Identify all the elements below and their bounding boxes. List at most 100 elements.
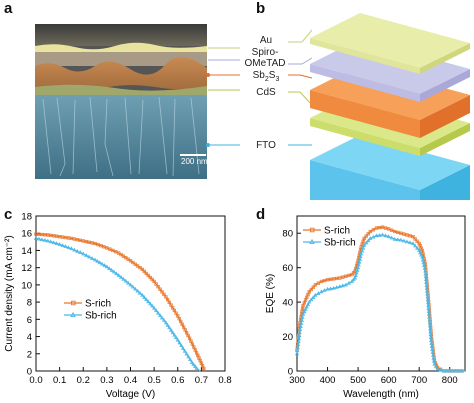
data-point-d-1	[389, 235, 394, 240]
data-point-c-0	[152, 279, 156, 284]
data-point-c-1	[150, 303, 155, 308]
data-point-c-0	[133, 262, 137, 266]
data-point-d-1	[410, 241, 416, 246]
data-point-c-1	[57, 242, 62, 246]
data-point-c-0	[105, 246, 109, 250]
data-point-d-1	[422, 266, 427, 270]
x-tick-label-d-0: 300	[289, 375, 305, 386]
data-point-c-0	[72, 237, 77, 241]
data-point-c-1	[192, 364, 198, 368]
data-point-c-1	[69, 246, 74, 251]
data-point-d-1	[441, 368, 446, 373]
data-point-c-1	[114, 271, 119, 276]
layer-front-au	[310, 38, 420, 74]
data-point-d-1	[453, 368, 458, 373]
data-point-d-1	[431, 355, 436, 360]
data-point-c-0	[93, 241, 97, 246]
data-point-d-1	[331, 286, 336, 290]
data-point-c-0	[90, 241, 94, 245]
y-tick-label-d-1: 20	[282, 332, 293, 343]
x-tick-label-d-1: 400	[320, 375, 336, 386]
x-tick-label-d-5: 800	[442, 375, 458, 386]
data-point-d-1	[303, 307, 308, 311]
data-point-d-1	[429, 344, 434, 348]
layer-label-fto: FTO	[256, 140, 276, 151]
data-point-d-0	[335, 276, 339, 281]
data-point-c-0	[43, 233, 47, 237]
data-point-d-1	[357, 257, 363, 261]
data-point-d-0	[371, 228, 376, 232]
data-point-d-1	[294, 351, 300, 356]
x-tick-label-c-3: 0.3	[100, 375, 113, 386]
data-point-d-0	[313, 283, 317, 287]
data-point-c-0	[165, 298, 170, 302]
data-point-c-1	[48, 239, 53, 244]
data-point-c-1	[170, 330, 175, 335]
data-point-d-1	[450, 368, 455, 373]
data-point-d-1	[296, 339, 301, 344]
data-point-d-0	[309, 287, 313, 292]
data-point-c-1	[152, 305, 157, 310]
data-point-c-1	[42, 238, 47, 242]
y-tick-label-c-4: 8	[27, 298, 32, 309]
data-point-d-1	[366, 238, 371, 243]
data-point-d-1	[343, 282, 348, 287]
data-point-c-0	[160, 290, 164, 294]
data-point-d-0	[368, 229, 372, 234]
data-point-c-1	[63, 244, 68, 249]
panel-letter-c: c	[4, 206, 13, 223]
data-point-d-1	[295, 345, 300, 350]
data-point-c-1	[140, 292, 145, 297]
data-point-d-1	[398, 237, 403, 242]
x-tick-label-c-0: 0.0	[29, 375, 42, 386]
data-point-c-1	[45, 238, 50, 243]
legend-marker-c-1	[70, 311, 76, 318]
data-point-d-1	[337, 284, 342, 289]
data-point-c-0	[131, 260, 135, 265]
data-point-d-1	[316, 291, 321, 295]
data-point-d-1	[444, 368, 449, 373]
y-tick-label-c-3: 6	[27, 315, 32, 326]
data-point-c-1	[102, 263, 107, 267]
y-tick-label-c-0: 0	[27, 367, 32, 378]
data-point-c-1	[92, 257, 98, 262]
data-point-d-0	[347, 273, 351, 278]
data-point-d-1	[319, 289, 324, 294]
data-point-c-1	[191, 362, 196, 366]
data-point-d-0	[393, 229, 397, 234]
data-point-d-1	[360, 248, 365, 253]
data-point-d-1	[301, 311, 306, 316]
data-point-d-1	[298, 324, 303, 329]
data-point-c-0	[146, 273, 150, 278]
data-point-d-1	[296, 342, 301, 347]
data-point-d-0	[338, 276, 342, 280]
legend-marker-d-1	[309, 238, 315, 245]
data-point-d-1	[392, 236, 397, 241]
data-point-d-1	[361, 245, 366, 250]
data-point-d-1	[295, 348, 300, 353]
data-point-c-0	[202, 366, 206, 371]
data-point-c-1	[168, 327, 174, 332]
legend-label-d-1: Sb-rich	[324, 238, 356, 249]
data-point-c-1	[104, 264, 109, 269]
data-point-d-1	[420, 257, 425, 262]
data-point-c-0	[142, 269, 146, 274]
data-point-c-1	[87, 254, 92, 259]
data-point-d-0	[311, 285, 315, 289]
data-point-d-0	[374, 226, 379, 230]
data-point-d-1	[459, 368, 465, 373]
data-point-c-0	[150, 277, 154, 282]
data-point-c-1	[161, 318, 167, 322]
data-point-d-1	[297, 327, 303, 332]
x-tick-label-d-4: 700	[411, 375, 427, 386]
data-point-d-0	[328, 277, 333, 281]
data-point-c-0	[148, 275, 152, 280]
plot-frame-d	[296, 215, 466, 372]
data-point-d-1	[340, 283, 345, 288]
data-point-c-1	[33, 236, 39, 240]
data-point-c-1	[186, 354, 191, 359]
data-point-c-0	[60, 235, 65, 239]
data-point-d-0	[383, 226, 388, 230]
data-point-c-1	[194, 366, 199, 370]
data-point-d-1	[304, 304, 309, 309]
